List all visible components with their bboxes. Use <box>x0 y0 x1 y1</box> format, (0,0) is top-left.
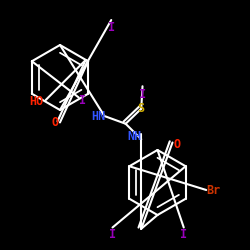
Text: NH: NH <box>128 130 142 143</box>
Text: O: O <box>52 116 59 129</box>
Text: I: I <box>79 94 86 106</box>
Text: HO: HO <box>29 95 43 108</box>
Text: S: S <box>138 102 145 115</box>
Text: I: I <box>180 228 187 241</box>
Text: Br: Br <box>206 184 221 196</box>
Text: HN: HN <box>92 110 106 123</box>
Text: I: I <box>108 21 115 34</box>
Text: O: O <box>174 138 181 151</box>
Text: I: I <box>109 228 116 241</box>
Text: I: I <box>139 88 146 102</box>
